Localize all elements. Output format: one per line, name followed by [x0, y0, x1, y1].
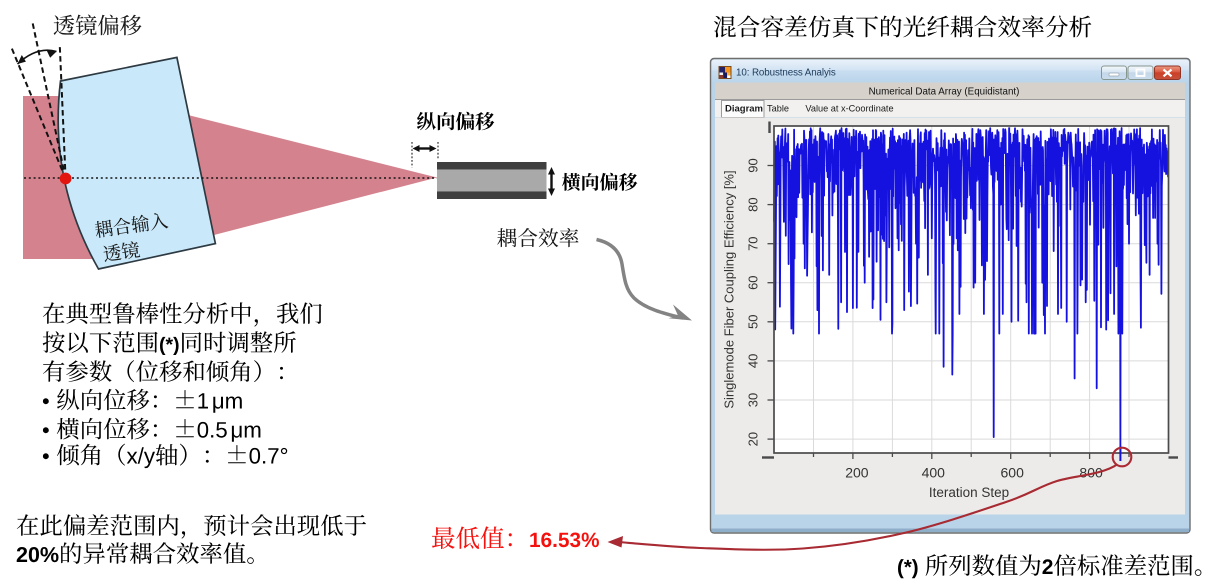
svg-text:60: 60 [746, 275, 761, 289]
svg-text:80: 80 [746, 197, 761, 211]
svg-text:600: 600 [1001, 465, 1025, 481]
svg-text:Table: Table [767, 104, 789, 114]
svg-text:20: 20 [746, 432, 761, 446]
svg-text:400: 400 [922, 465, 946, 481]
svg-text:Iteration Step: Iteration Step [929, 485, 1009, 500]
svg-text:70: 70 [746, 236, 761, 250]
svg-text:Value at x-Coordinate: Value at x-Coordinate [805, 104, 893, 114]
svg-text:Numerical Data Array (Equidist: Numerical Data Array (Equidistant) [869, 87, 1020, 98]
svg-text:90: 90 [746, 158, 761, 172]
svg-text:800: 800 [1079, 465, 1103, 481]
svg-text:50: 50 [746, 315, 761, 329]
svg-text:10: Robustness Analyis: 10: Robustness Analyis [736, 68, 836, 79]
svg-text:30: 30 [746, 393, 761, 407]
svg-text:200: 200 [845, 465, 869, 481]
svg-text:Singlemode Fiber Coupling Effi: Singlemode Fiber Coupling Efficiency [%] [722, 170, 737, 408]
svg-text:40: 40 [746, 354, 761, 368]
svg-text:Diagram: Diagram [725, 104, 763, 115]
